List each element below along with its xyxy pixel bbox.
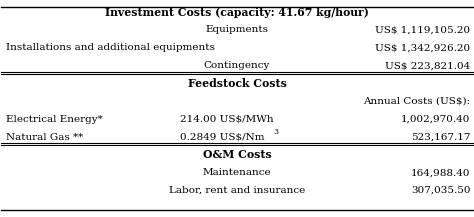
Text: 307,035.50: 307,035.50 (411, 186, 470, 195)
Text: 214.00 US$/MWh: 214.00 US$/MWh (181, 115, 274, 124)
Text: Equipments: Equipments (206, 25, 268, 35)
Text: US$ 1,119,105.20: US$ 1,119,105.20 (375, 25, 470, 35)
Text: US$ 223,821.04: US$ 223,821.04 (385, 61, 470, 70)
Text: 0.2849 US$/Nm: 0.2849 US$/Nm (181, 133, 265, 141)
Text: Contingency: Contingency (204, 61, 270, 70)
Text: Feedstock Costs: Feedstock Costs (188, 78, 286, 89)
Text: Installations and additional equipments: Installations and additional equipments (6, 43, 215, 52)
Text: Annual Costs (US$):: Annual Costs (US$): (363, 97, 470, 106)
Text: US$ 1,342,926.20: US$ 1,342,926.20 (375, 43, 470, 52)
Text: Electrical Energy*: Electrical Energy* (6, 115, 103, 124)
Text: Maintenance: Maintenance (203, 168, 271, 177)
Text: 523,167.17: 523,167.17 (411, 133, 470, 141)
Text: O&M Costs: O&M Costs (202, 150, 272, 160)
Text: 164,988.40: 164,988.40 (411, 168, 470, 177)
Text: Natural Gas **: Natural Gas ** (6, 133, 83, 141)
Text: 3: 3 (274, 128, 279, 136)
Text: Labor, rent and insurance: Labor, rent and insurance (169, 186, 305, 195)
Text: 1,002,970.40: 1,002,970.40 (401, 115, 470, 124)
Text: Investment Costs (capacity: 41.67 kg/hour): Investment Costs (capacity: 41.67 kg/hou… (105, 7, 369, 18)
